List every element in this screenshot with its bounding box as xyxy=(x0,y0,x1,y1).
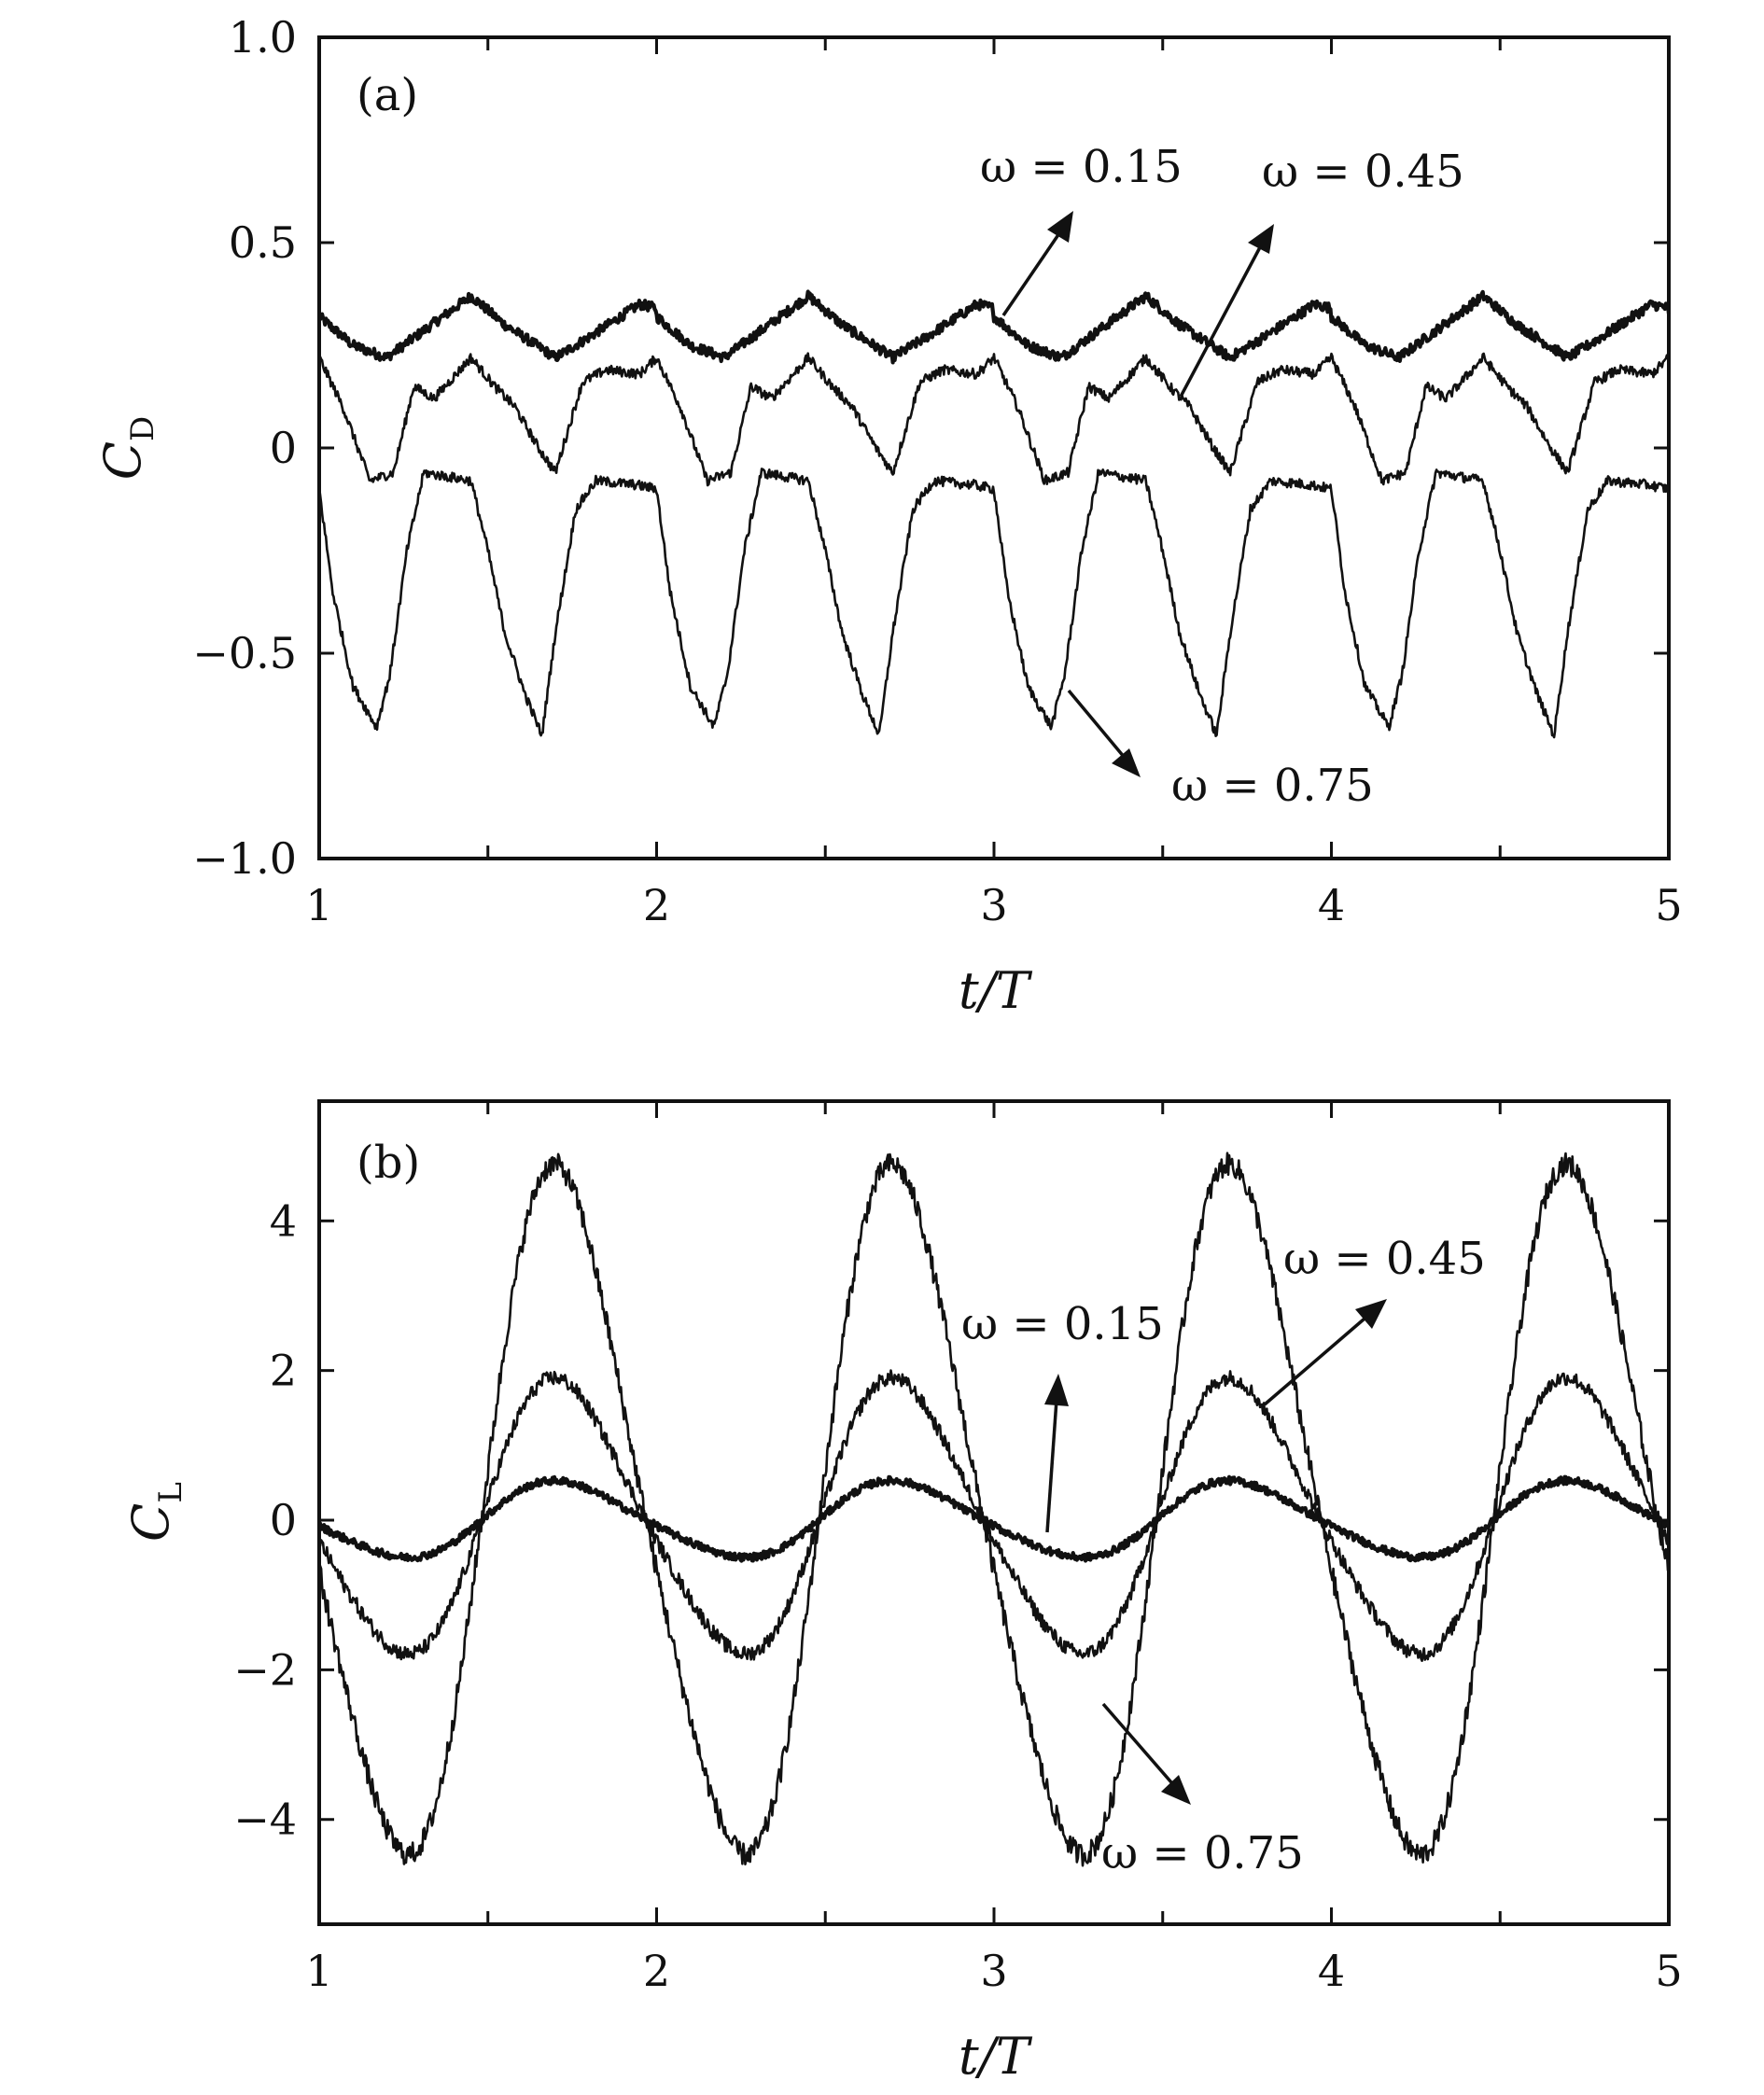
svg-text:CL: CL xyxy=(121,1482,189,1542)
panel-a-arrow-w015 xyxy=(1001,232,1061,316)
panel-a-x-tick-label: 2 xyxy=(643,880,670,930)
panel-b-y-tick-label: −2 xyxy=(233,1644,297,1695)
panel-a-series-line-3 xyxy=(317,468,1671,739)
panel-a-annotation-w075: ω = 0.75 xyxy=(1171,760,1374,812)
panel-b-ticks: 1 2 3 4 5 −4 −2 0 2 4 xyxy=(233,1101,1683,1996)
panel-b-arrow-w045 xyxy=(1263,1317,1366,1406)
panel-b-x-tick-label: 4 xyxy=(1318,1946,1345,1996)
panel-b-arrow-w015 xyxy=(1045,1399,1058,1533)
panel-a-y-tick-label: 0 xyxy=(270,423,297,473)
panel-a: 1 2 3 4 5 −1.0 −0.5 0 0.5 1.0 (a) t/T CD ω = 0.15… xyxy=(93,12,1683,1020)
panel-b-arrowhead-w015 xyxy=(1044,1374,1069,1406)
panel-a-x-tick-label: 5 xyxy=(1655,880,1682,930)
panel-a-annotation-w045: ω = 0.45 xyxy=(1262,146,1464,198)
panel-a-y-axis-label: CD xyxy=(93,416,161,481)
panel-a-arrow-w045 xyxy=(1179,246,1262,398)
panel-b-x-tick-label: 1 xyxy=(305,1946,332,1996)
panel-b-frame xyxy=(317,1099,1671,1926)
panel-b-series-line-2 xyxy=(317,1369,1671,1662)
panel-a-series-line-1 xyxy=(316,289,1672,365)
panel-a-arrowhead-w075 xyxy=(1112,748,1141,777)
panel-b-annotation-w015: ω = 0.15 xyxy=(961,1298,1164,1350)
panel-a-x-tick-label: 4 xyxy=(1318,880,1345,930)
panel-b-annotation-w075: ω = 0.75 xyxy=(1101,1827,1304,1879)
panel-b-arrow-w075 xyxy=(1101,1702,1173,1784)
panel-a-label: (a) xyxy=(357,69,418,121)
panel-a-y-tick-label: 0.5 xyxy=(229,217,297,268)
panel-b-y-axis-label: CL xyxy=(121,1482,189,1542)
panel-a-arrow-w075 xyxy=(1067,689,1127,760)
panel-a-curves xyxy=(316,289,1672,739)
panel-b-curves xyxy=(316,1152,1671,1867)
panel-a-y-axis-label-main: C xyxy=(93,441,152,480)
svg-text:CD: CD xyxy=(93,416,161,481)
panel-b: 1 2 3 4 5 −4 −2 0 2 4 (b) t/T CL ω = 0.15 ω = 0.4… xyxy=(121,1099,1683,2086)
panel-a-arrowhead-w045 xyxy=(1248,224,1274,254)
panel-a-y-tick-label: −1.0 xyxy=(192,833,297,884)
panel-a-x-axis-label: t/T xyxy=(959,961,1033,1020)
panel-a-x-tick-label: 3 xyxy=(980,880,1007,930)
panel-a-series-line-2 xyxy=(317,352,1670,487)
panel-a-y-tick-label: 1.0 xyxy=(229,12,297,63)
panel-b-y-axis-label-sub: L xyxy=(152,1482,189,1503)
panel-b-series-line-1 xyxy=(316,1474,1671,1563)
panel-b-annotation-w045: ω = 0.45 xyxy=(1283,1233,1486,1285)
panel-b-x-tick-label: 5 xyxy=(1655,1946,1682,1996)
panel-b-y-tick-label: 0 xyxy=(270,1495,297,1545)
panel-b-y-tick-label: 2 xyxy=(270,1346,297,1396)
panel-a-x-tick-label: 1 xyxy=(305,880,332,930)
panel-b-x-tick-label: 3 xyxy=(980,1946,1007,1996)
panel-b-y-tick-label: 4 xyxy=(270,1195,297,1246)
panel-a-y-axis-label-sub: D xyxy=(124,416,161,441)
panel-b-arrowhead-w045 xyxy=(1355,1299,1387,1329)
panel-b-y-tick-label: −4 xyxy=(233,1795,297,1845)
panel-b-series-line-3 xyxy=(317,1152,1670,1867)
panel-b-arrowhead-w075 xyxy=(1161,1775,1191,1805)
panel-a-ticks: 1 2 3 4 5 −1.0 −0.5 0 0.5 1.0 xyxy=(192,12,1682,930)
panel-a-annotation-w015: ω = 0.15 xyxy=(980,141,1183,193)
panel-b-y-axis-label-main: C xyxy=(121,1503,180,1542)
panel-a-arrowhead-w015 xyxy=(1047,211,1073,243)
panel-a-y-tick-label: −0.5 xyxy=(192,628,297,678)
panel-b-label: (b) xyxy=(357,1137,420,1189)
panel-b-x-axis-label: t/T xyxy=(959,2027,1033,2086)
panel-b-x-tick-label: 2 xyxy=(643,1946,670,1996)
